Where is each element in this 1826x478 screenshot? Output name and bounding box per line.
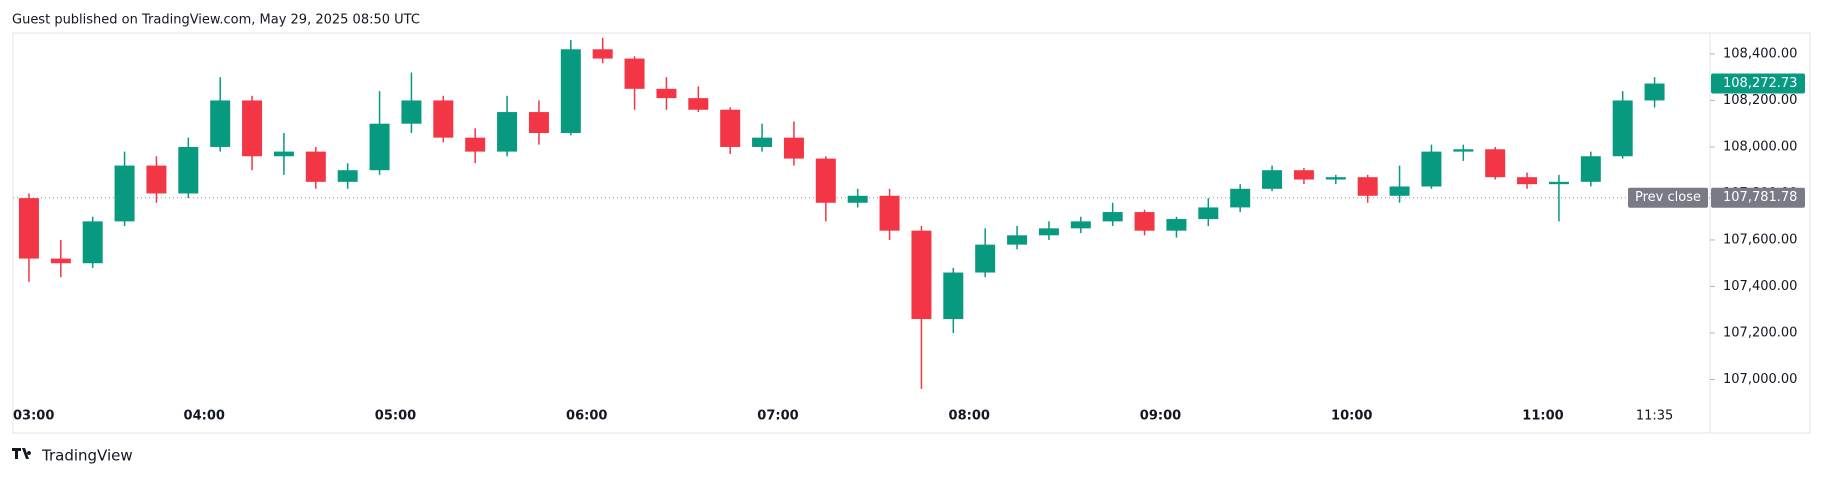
candle-body (1325, 177, 1346, 180)
logo (12, 448, 32, 459)
candle-body (1580, 156, 1601, 182)
candle-body (1070, 221, 1091, 229)
y-tick-label: 107,400.00 (1723, 279, 1797, 294)
candle-body (50, 258, 71, 264)
candle-body (975, 244, 996, 273)
x-tick-label: 08:00 (949, 409, 990, 424)
x-tick-label: 09:00 (1140, 409, 1181, 424)
candle-body (1230, 188, 1251, 208)
y-tick-label: 107,000.00 (1723, 372, 1797, 387)
candle-body (1293, 170, 1314, 180)
candle-body (911, 230, 932, 320)
x-tick-label: 11:35 (1636, 409, 1673, 424)
candle-body (560, 49, 581, 133)
candle-body (688, 98, 709, 110)
candle-body (1166, 219, 1187, 231)
candle-body (783, 137, 804, 159)
y-tick-label: 107,600.00 (1723, 232, 1797, 247)
x-tick-label: 05:00 (375, 409, 416, 424)
candle-body (82, 221, 103, 264)
candle-body (1485, 149, 1506, 178)
candle-body (1517, 177, 1538, 185)
candle-body (943, 272, 964, 320)
candle-body (465, 137, 486, 152)
candle-body (1262, 170, 1283, 189)
x-tick-label: 06:00 (566, 409, 607, 424)
candle-body (242, 100, 263, 157)
candle-body (273, 151, 294, 157)
candle-body (1548, 181, 1569, 185)
candle-body (1421, 151, 1442, 187)
candle-body (114, 165, 135, 222)
candle-body (1357, 177, 1378, 196)
candle-body (369, 123, 390, 171)
candle-body (624, 58, 645, 89)
candle-body (1612, 100, 1633, 157)
x-tick-label: 03:00 (13, 409, 54, 424)
candle-body (720, 109, 741, 147)
candle-body (1198, 207, 1219, 220)
prev-close-tag: Prev close (1635, 190, 1701, 205)
candle-body (847, 195, 868, 203)
candle-body (401, 100, 422, 124)
candle-body (879, 195, 900, 231)
y-tick-label: 108,400.00 (1723, 46, 1797, 61)
x-tick-label: 11:00 (1522, 409, 1563, 424)
candle-body (1453, 149, 1474, 152)
candle-body (1038, 228, 1059, 236)
x-tick-label: 04:00 (184, 409, 225, 424)
y-tick-label: 108,200.00 (1723, 93, 1797, 108)
candle-body (1007, 235, 1028, 245)
candle-body (1102, 212, 1123, 222)
candle-body (592, 49, 613, 59)
candle-body (1644, 83, 1665, 101)
candle-body (18, 198, 39, 259)
last-price-label: 108,272.73 (1723, 76, 1797, 91)
candle-body (433, 100, 454, 138)
x-tick-label: 10:00 (1331, 409, 1372, 424)
prev-close-label: 107,781.78 (1723, 190, 1797, 205)
candle-body (178, 146, 199, 194)
chart-title: Guest published on TradingView.com, May … (12, 13, 420, 28)
brand: TradingView (41, 447, 133, 465)
y-tick-label: 108,000.00 (1723, 139, 1797, 154)
candle-body (815, 158, 836, 203)
candle-body (210, 100, 231, 147)
last-price-badge (1711, 73, 1805, 94)
candle-body (752, 137, 773, 147)
frame (12, 32, 1811, 434)
y-tick-label: 107,200.00 (1723, 326, 1797, 341)
candle-body (528, 112, 549, 133)
prev-close-badge (1711, 187, 1805, 208)
candle-body (1389, 186, 1410, 196)
prev-close-tag-bg (1628, 187, 1708, 208)
candle-body (146, 165, 167, 194)
candle-body (656, 88, 677, 99)
candle-body (1134, 212, 1155, 231)
x-tick-label: 07:00 (757, 409, 798, 424)
candle-body (305, 151, 326, 182)
candle-body (337, 170, 358, 182)
candle-body (497, 112, 518, 152)
